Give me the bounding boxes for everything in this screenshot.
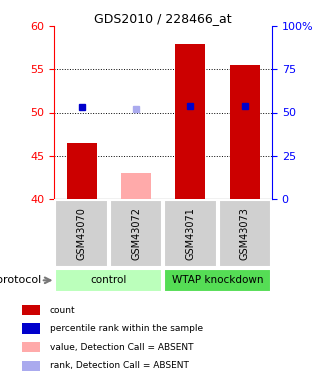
Bar [164, 268, 271, 292]
Bar [67, 143, 97, 199]
Bar [55, 200, 108, 267]
Bar [22, 342, 40, 352]
Bar [175, 44, 205, 199]
Bar [164, 200, 217, 267]
Text: GSM43070: GSM43070 [76, 207, 87, 260]
Text: percentile rank within the sample: percentile rank within the sample [50, 324, 203, 333]
Text: rank, Detection Call = ABSENT: rank, Detection Call = ABSENT [50, 361, 188, 370]
Text: control: control [91, 275, 127, 285]
Bar [110, 200, 162, 267]
Title: GDS2010 / 228466_at: GDS2010 / 228466_at [94, 12, 232, 25]
Bar [219, 200, 271, 267]
Text: protocol: protocol [0, 275, 42, 285]
Bar [230, 65, 260, 199]
Text: GSM43071: GSM43071 [185, 207, 196, 260]
Text: value, Detection Call = ABSENT: value, Detection Call = ABSENT [50, 343, 193, 352]
Text: count: count [50, 306, 75, 315]
Bar [22, 361, 40, 371]
Bar [22, 305, 40, 315]
Bar [121, 173, 151, 199]
Text: WTAP knockdown: WTAP knockdown [172, 275, 263, 285]
Text: GSM43072: GSM43072 [131, 207, 141, 260]
Bar [55, 268, 162, 292]
Bar [22, 324, 40, 334]
Text: GSM43073: GSM43073 [240, 207, 250, 260]
